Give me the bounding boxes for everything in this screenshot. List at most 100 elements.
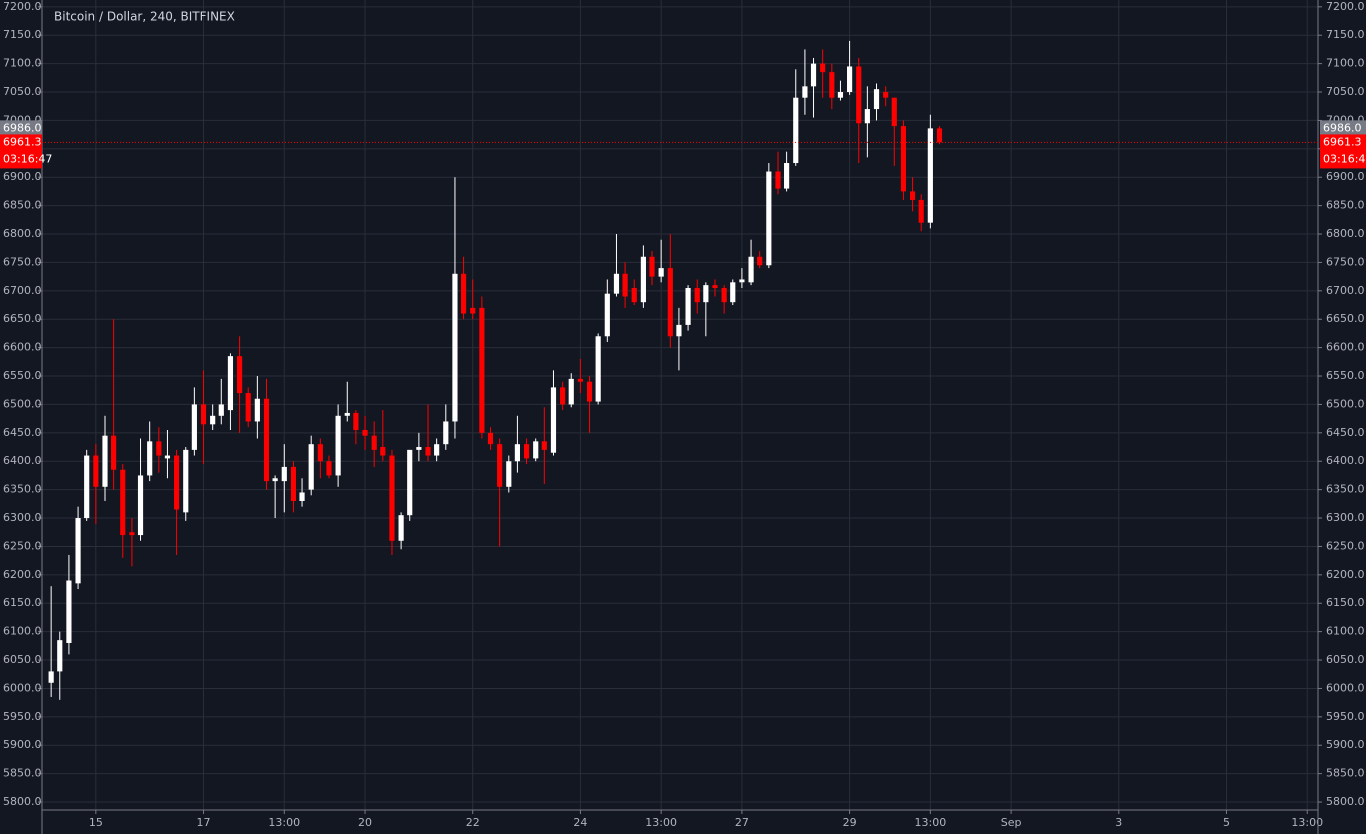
x-tick-label: 13:00 xyxy=(268,816,300,829)
y-tick-label: 6350.0 xyxy=(3,483,42,496)
candle-body xyxy=(586,381,593,402)
x-tick-label: 5 xyxy=(1223,816,1230,829)
x-tick-label: 24 xyxy=(573,816,587,829)
candle-body xyxy=(613,273,620,294)
candle-body xyxy=(147,441,153,476)
candle-body xyxy=(398,515,404,541)
y-tick-label: 7150.0 xyxy=(3,28,42,41)
y-tick-label: 6550.0 xyxy=(3,369,42,382)
candle-body xyxy=(784,163,790,189)
candle-body xyxy=(326,461,332,476)
y-tick-label: 6150.0 xyxy=(1326,596,1365,609)
candle-body xyxy=(604,293,610,337)
countdown-label: 03:16:47 xyxy=(1323,152,1366,165)
y-tick-label: 7050.0 xyxy=(3,85,42,98)
candle-body xyxy=(380,447,386,456)
y-tick-label: 6500.0 xyxy=(1326,397,1365,410)
candle-body xyxy=(407,449,413,516)
y-tick-label: 5850.0 xyxy=(1326,767,1365,780)
candle-body xyxy=(829,72,835,98)
y-tick-label: 6900.0 xyxy=(1326,170,1365,183)
countdown-label: 03:16:47 xyxy=(3,152,52,165)
x-tick-label: 17 xyxy=(197,816,211,829)
y-tick-label: 6750.0 xyxy=(3,255,42,268)
y-tick-label: 6800.0 xyxy=(1326,227,1365,240)
candle-body xyxy=(218,404,224,416)
y-tick-label: 6200.0 xyxy=(3,568,42,581)
y-tick-label: 7100.0 xyxy=(3,57,42,70)
candle-body xyxy=(66,580,72,644)
candle-body xyxy=(443,421,449,445)
candle-body xyxy=(344,412,350,416)
candle-body xyxy=(362,429,368,436)
y-tick-label: 6100.0 xyxy=(1326,625,1365,638)
y-tick-label: 6650.0 xyxy=(1326,312,1365,325)
candle-body xyxy=(191,404,197,450)
x-tick-label: 27 xyxy=(735,816,749,829)
candle-body xyxy=(245,393,251,422)
candle-body xyxy=(748,256,754,283)
candle-body xyxy=(57,640,63,672)
price-label: 6986.0 xyxy=(1323,121,1362,134)
y-tick-label: 6750.0 xyxy=(1326,255,1365,268)
candle-body xyxy=(487,432,494,445)
candle-body xyxy=(497,444,503,487)
candle-body xyxy=(84,455,90,519)
x-tick-label: 29 xyxy=(843,816,857,829)
candle-body xyxy=(676,324,682,337)
y-tick-label: 6150.0 xyxy=(3,596,42,609)
candle-body xyxy=(210,415,216,425)
candle-body xyxy=(927,128,933,223)
candle-body xyxy=(595,336,601,402)
x-tick-label: 13:00 xyxy=(645,816,677,829)
y-tick-label: 7200.0 xyxy=(1326,0,1365,13)
y-tick-label: 6000.0 xyxy=(3,681,42,694)
candle-body xyxy=(793,97,799,164)
y-tick-label: 6900.0 xyxy=(3,170,42,183)
y-tick-label: 7200.0 xyxy=(3,0,42,13)
y-tick-label: 6000.0 xyxy=(1326,681,1365,694)
y-tick-label: 6350.0 xyxy=(1326,483,1365,496)
candle-body xyxy=(533,441,539,459)
candle-body xyxy=(640,256,646,303)
x-tick-label: 20 xyxy=(358,816,372,829)
candle-body xyxy=(864,109,870,124)
candle-body xyxy=(523,444,530,459)
candle-body xyxy=(900,126,907,192)
x-tick-label: 13:00 xyxy=(915,816,947,829)
candle-body xyxy=(757,256,763,266)
candle-body xyxy=(541,441,547,450)
candle-body xyxy=(730,282,736,303)
candle-body xyxy=(514,444,520,462)
candle-body xyxy=(918,199,924,223)
candle-body xyxy=(766,171,772,266)
candle-body xyxy=(703,285,709,303)
candle-body xyxy=(775,171,781,189)
y-tick-label: 6500.0 xyxy=(3,397,42,410)
candle-body xyxy=(174,455,180,510)
candle-body xyxy=(425,447,431,456)
y-tick-label: 7150.0 xyxy=(1326,28,1365,41)
x-tick-label: 13:00 xyxy=(1291,816,1323,829)
candle-body xyxy=(658,268,664,277)
y-tick-label: 6300.0 xyxy=(3,511,42,524)
candle-body xyxy=(622,273,628,297)
candle-body xyxy=(200,404,207,425)
price-label-box xyxy=(1320,134,1366,169)
y-tick-label: 6600.0 xyxy=(3,341,42,354)
candle-body xyxy=(227,356,234,411)
y-tick-label: 6700.0 xyxy=(1326,284,1365,297)
y-tick-label: 6400.0 xyxy=(1326,454,1365,467)
y-tick-label: 6850.0 xyxy=(1326,199,1365,212)
y-tick-label: 6050.0 xyxy=(3,653,42,666)
candle-body xyxy=(694,287,700,303)
candle-body xyxy=(434,444,440,456)
y-tick-label: 6450.0 xyxy=(3,426,42,439)
y-tick-label: 6250.0 xyxy=(3,539,42,552)
candle-body xyxy=(910,191,916,200)
price-label: 6961.3 xyxy=(1323,135,1362,148)
candle-body xyxy=(164,455,171,459)
y-tick-label: 6100.0 xyxy=(3,625,42,638)
